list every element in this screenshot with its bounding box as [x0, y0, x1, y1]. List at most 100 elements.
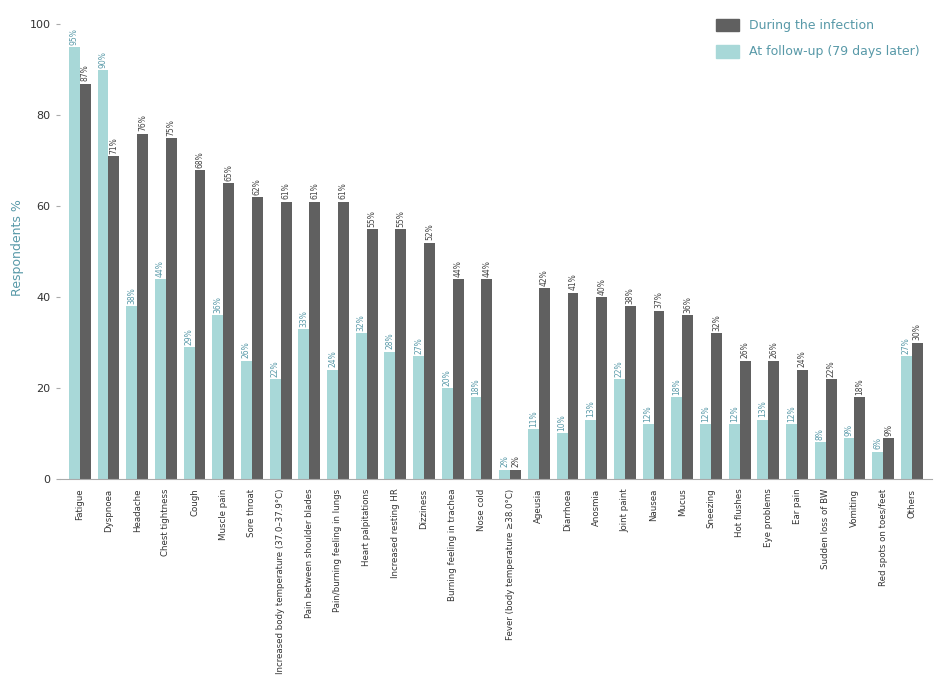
Text: 12%: 12%	[644, 406, 653, 422]
Bar	[252, 197, 263, 479]
Bar	[453, 279, 464, 479]
Text: 10%: 10%	[557, 414, 567, 431]
Bar	[786, 424, 797, 479]
Text: 36%: 36%	[684, 296, 692, 313]
Text: 55%: 55%	[368, 210, 376, 227]
Bar	[683, 315, 693, 479]
Text: 40%: 40%	[597, 278, 606, 295]
Bar	[395, 229, 406, 479]
Bar	[586, 420, 596, 479]
Text: 24%: 24%	[328, 351, 337, 367]
Bar	[327, 370, 338, 479]
Bar	[538, 288, 550, 479]
Bar	[155, 279, 166, 479]
Bar	[270, 379, 281, 479]
Bar	[298, 329, 309, 479]
Bar	[872, 451, 883, 479]
Bar	[80, 84, 91, 479]
Text: 6%: 6%	[873, 437, 882, 449]
Text: 55%: 55%	[396, 210, 405, 227]
Text: 71%: 71%	[109, 137, 119, 154]
Text: 9%: 9%	[845, 423, 853, 436]
Bar	[757, 420, 769, 479]
Text: 44%: 44%	[483, 260, 491, 277]
Text: 27%: 27%	[414, 337, 423, 354]
Bar	[797, 370, 808, 479]
Bar	[844, 438, 854, 479]
Y-axis label: Respondents %: Respondents %	[11, 199, 25, 295]
Text: 18%: 18%	[855, 378, 865, 395]
Text: 2%: 2%	[500, 456, 509, 467]
Bar	[471, 397, 482, 479]
Bar	[568, 292, 578, 479]
Bar	[281, 201, 291, 479]
Bar	[499, 470, 510, 479]
Bar	[528, 429, 538, 479]
Text: 2%: 2%	[511, 456, 521, 467]
Bar	[826, 379, 836, 479]
Bar	[367, 229, 377, 479]
Text: 62%: 62%	[253, 178, 262, 195]
Text: 95%: 95%	[70, 28, 79, 45]
Text: 41%: 41%	[569, 273, 577, 290]
Text: 87%: 87%	[81, 64, 90, 82]
Text: 32%: 32%	[712, 314, 720, 331]
Text: 38%: 38%	[127, 287, 136, 304]
Bar	[241, 361, 252, 479]
Bar	[69, 47, 80, 479]
Text: 36%: 36%	[213, 296, 223, 313]
Bar	[424, 242, 435, 479]
Bar	[309, 201, 321, 479]
Text: 61%: 61%	[339, 183, 348, 199]
Text: 18%: 18%	[472, 378, 481, 395]
Legend: During the infection, At follow-up (79 days later): During the infection, At follow-up (79 d…	[710, 12, 926, 64]
Text: 68%: 68%	[195, 151, 205, 168]
Bar	[184, 347, 194, 479]
Text: 42%: 42%	[539, 269, 549, 286]
Bar	[356, 334, 367, 479]
Bar	[596, 297, 607, 479]
Bar	[194, 170, 206, 479]
Text: 18%: 18%	[672, 378, 682, 395]
Text: 90%: 90%	[98, 51, 108, 68]
Text: 32%: 32%	[356, 314, 366, 331]
Bar	[97, 70, 108, 479]
Text: 13%: 13%	[758, 401, 768, 417]
Bar	[711, 334, 722, 479]
Text: 12%: 12%	[730, 406, 738, 422]
Text: 33%: 33%	[299, 310, 308, 327]
Text: 27%: 27%	[902, 337, 911, 354]
Text: 37%: 37%	[654, 292, 664, 308]
Text: 22%: 22%	[827, 360, 835, 377]
Text: 26%: 26%	[242, 342, 251, 358]
Bar	[643, 424, 653, 479]
Text: 12%: 12%	[701, 406, 710, 422]
Text: 24%: 24%	[798, 351, 807, 367]
Text: 22%: 22%	[615, 360, 624, 377]
Bar	[413, 356, 424, 479]
Text: 22%: 22%	[271, 360, 280, 377]
Text: 12%: 12%	[787, 406, 796, 422]
Text: 20%: 20%	[443, 369, 452, 386]
Bar	[901, 356, 912, 479]
Bar	[700, 424, 711, 479]
Bar	[442, 388, 453, 479]
Text: 52%: 52%	[425, 223, 434, 240]
Bar	[385, 351, 395, 479]
Text: 11%: 11%	[529, 410, 538, 427]
Bar	[108, 156, 120, 479]
Text: 26%: 26%	[769, 342, 778, 358]
Bar	[653, 311, 665, 479]
Text: 44%: 44%	[156, 260, 165, 277]
Text: 38%: 38%	[626, 287, 635, 304]
Bar	[614, 379, 625, 479]
Bar	[556, 434, 568, 479]
Text: 61%: 61%	[282, 183, 290, 199]
Text: 13%: 13%	[587, 401, 595, 417]
Bar	[137, 134, 148, 479]
Text: 26%: 26%	[740, 342, 750, 358]
Bar	[739, 361, 751, 479]
Text: 44%: 44%	[454, 260, 463, 277]
Text: 76%: 76%	[138, 114, 147, 132]
Bar	[482, 279, 492, 479]
